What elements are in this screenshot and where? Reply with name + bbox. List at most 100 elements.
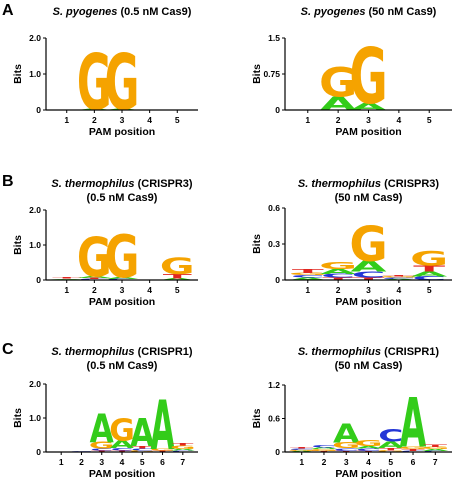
chart-2-letter-2-a: A bbox=[320, 93, 357, 114]
chart-3-letter-5-a: A bbox=[161, 278, 195, 281]
chart-1-xtick-label-1: 1 bbox=[64, 115, 69, 125]
chart-4-title: S. thermophilus (CRISPR3) bbox=[298, 178, 440, 190]
chart-4-letter-1-c: C bbox=[291, 275, 325, 279]
chart-6-title-species: S. thermophilus bbox=[298, 346, 381, 358]
chart-6-ytick-label-2: 1.2 bbox=[268, 380, 280, 390]
chart-5-xtick-label-3: 3 bbox=[99, 457, 104, 467]
chart-1-title-species: S. pyogenes bbox=[53, 6, 118, 18]
chart-5-letter-6-g: G bbox=[150, 449, 176, 452]
chart-6-letter-6-t: T bbox=[401, 449, 425, 452]
chart-6-letter-1-c: C bbox=[289, 448, 314, 450]
chart-4-letter-1-t: T bbox=[292, 268, 324, 274]
chart-1-ytick-label-2: 2.0 bbox=[29, 33, 41, 43]
chart-5-letter-3-c: C bbox=[90, 448, 113, 451]
chart-5-ylabel: Bits bbox=[12, 408, 24, 428]
chart-4-letter-5-t: T bbox=[413, 264, 445, 274]
chart-6-letter-5-a: A bbox=[378, 440, 405, 451]
chart-5-letter-5-g: G bbox=[129, 450, 155, 453]
chart-1-ytick-label-0: 0 bbox=[36, 105, 41, 115]
chart-6-letter-3-a: A bbox=[333, 419, 360, 449]
chart-4-ytick-label-0: 0 bbox=[275, 275, 280, 285]
chart-2-xlabel: PAM position bbox=[335, 126, 401, 138]
chart-2-xtick-label-2: 2 bbox=[336, 115, 341, 125]
chart-5-xtick-label-7: 7 bbox=[180, 457, 185, 467]
chart-4-xlabel: PAM position bbox=[335, 296, 401, 308]
chart-6-letter-4-g: G bbox=[354, 439, 382, 448]
chart-4-ylabel: Bits bbox=[251, 234, 263, 254]
chart-4-xtick-label-1: 1 bbox=[305, 285, 310, 295]
chart-5-ytick-label-1: 1.0 bbox=[29, 413, 41, 423]
chart-3-xtick-label-2: 2 bbox=[92, 285, 97, 295]
chart-2-xtick-label-4: 4 bbox=[396, 115, 401, 125]
chart-2-xtick-label-3: 3 bbox=[366, 115, 371, 125]
chart-6-title-line2: (50 nM Cas9) bbox=[335, 360, 403, 372]
chart-5-letter-4-c: C bbox=[111, 447, 134, 451]
chart-4-letter-5-c: C bbox=[412, 275, 446, 281]
chart-5-letter-5-t: T bbox=[132, 445, 154, 449]
chart-3-letter-2-a: A bbox=[78, 275, 112, 278]
chart-4-letter-4-t: T bbox=[383, 275, 416, 277]
chart-3-title: S. thermophilus (CRISPR3) bbox=[51, 178, 193, 190]
panel-letter-a: A bbox=[2, 2, 14, 19]
chart-1-xtick-label-5: 5 bbox=[175, 115, 180, 125]
chart-6-title-condition: (CRISPR1) bbox=[381, 346, 439, 358]
chart-5-letter-2-c: C bbox=[70, 451, 93, 452]
chart-3-letter-1-t: T bbox=[52, 277, 82, 279]
chart-6-letter-5-g: G bbox=[377, 450, 405, 453]
chart-6-xtick-label-6: 6 bbox=[411, 457, 416, 467]
chart-1-xtick-label-3: 3 bbox=[120, 115, 125, 125]
chart-6-xtick-label-4: 4 bbox=[366, 457, 371, 467]
chart-6-letter-1-g: G bbox=[288, 449, 316, 451]
chart-4-letter-3-g: G bbox=[349, 217, 387, 273]
chart-3-ytick-label-1: 1.0 bbox=[29, 240, 41, 250]
chart-4-letter-4-c: C bbox=[382, 277, 416, 279]
chart-4-letter-1-g: G bbox=[289, 272, 327, 276]
chart-4-title-line2: (50 nM Cas9) bbox=[335, 192, 403, 204]
chart-5-xtick-label-4: 4 bbox=[120, 457, 125, 467]
chart-5-letter-3-g: G bbox=[89, 441, 115, 452]
chart-6-letter-5-c: C bbox=[378, 426, 403, 445]
chart-2-xtick-label-5: 5 bbox=[427, 115, 432, 125]
chart-1-title-condition: (0.5 nM Cas9) bbox=[117, 6, 191, 18]
chart-3-letter-1-a: A bbox=[50, 278, 84, 279]
chart-6-ytick-label-0: 0 bbox=[275, 447, 280, 457]
chart-1-ylabel: Bits bbox=[12, 64, 24, 84]
panel-letter-c: C bbox=[2, 341, 14, 358]
chart-6-letter-4-c: C bbox=[356, 448, 381, 452]
chart-6-letter-2-g: G bbox=[310, 449, 338, 452]
chart-4-letter-4-g: G bbox=[380, 276, 418, 278]
chart-3-letter-5-t: T bbox=[163, 273, 192, 280]
chart-5-letter-7-a: A bbox=[171, 449, 195, 452]
chart-4-letter-3-c: C bbox=[351, 270, 385, 280]
chart-3-xtick-label-3: 3 bbox=[120, 285, 125, 295]
chart-6-xtick-label-1: 1 bbox=[299, 457, 304, 467]
chart-5-letter-7-t: T bbox=[172, 442, 194, 446]
chart-6-letter-7-a: A bbox=[422, 449, 449, 452]
chart-3-letter-2-g: G bbox=[77, 227, 112, 289]
chart-3-ytick-label-0: 0 bbox=[36, 275, 41, 285]
chart-2-xtick-label-1: 1 bbox=[305, 115, 310, 125]
chart-2-title-species: S. pyogenes bbox=[301, 6, 366, 18]
chart-1-ytick-label-1: 1.0 bbox=[29, 69, 41, 79]
chart-4: S. thermophilus (CRISPR3)(50 nM Cas9)ACG… bbox=[251, 178, 452, 308]
chart-6: S. thermophilus (CRISPR1)(50 nM Cas9)AGC… bbox=[251, 346, 452, 480]
chart-2-letter-2-g: G bbox=[319, 61, 357, 107]
chart-6-ylabel: Bits bbox=[251, 408, 263, 428]
chart-1-xtick-label-4: 4 bbox=[147, 115, 152, 125]
chart-5-xtick-label-5: 5 bbox=[140, 457, 145, 467]
chart-3-xtick-label-5: 5 bbox=[175, 285, 180, 295]
chart-6-letter-6-a: A bbox=[400, 383, 427, 462]
chart-2-ytick-label-1: 0.75 bbox=[263, 69, 280, 79]
chart-4-letter-5-g: G bbox=[410, 248, 448, 271]
chart-6-letter-5-t: T bbox=[379, 447, 403, 451]
chart-2-ytick-label-2: 1.5 bbox=[268, 33, 280, 43]
chart-6-xtick-label-3: 3 bbox=[344, 457, 349, 467]
chart-4-letter-3-t: T bbox=[353, 277, 385, 281]
chart-6-xlabel: PAM position bbox=[335, 468, 401, 480]
chart-5-letter-7-g: G bbox=[170, 445, 196, 450]
chart-1-title: S. pyogenes (0.5 nM Cas9) bbox=[53, 6, 192, 18]
chart-2-title: S. pyogenes (50 nM Cas9) bbox=[301, 6, 437, 18]
chart-6-xtick-label-2: 2 bbox=[322, 457, 327, 467]
chart-4-letter-1-a: A bbox=[290, 277, 327, 281]
